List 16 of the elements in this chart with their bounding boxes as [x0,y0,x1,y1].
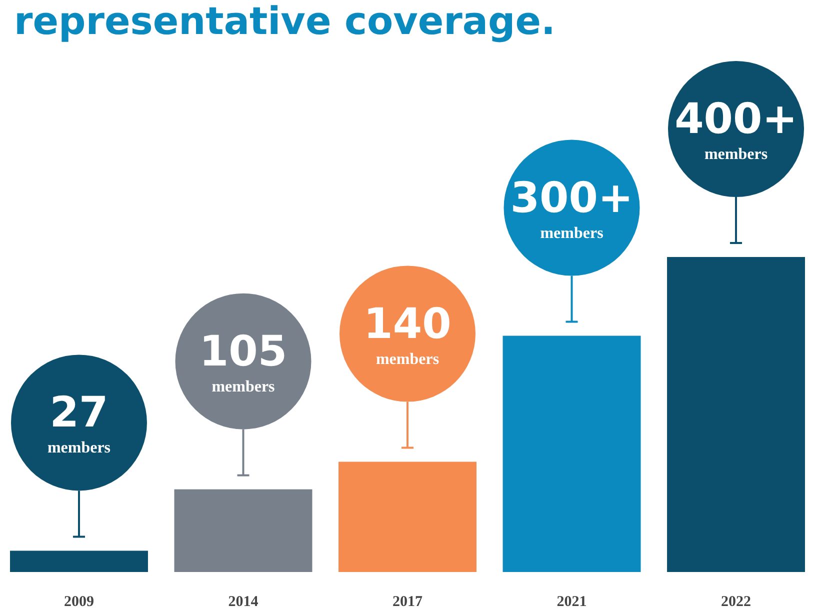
data-label: 27 members [47,388,111,457]
chart-title: representative coverage. [14,0,556,43]
bar [502,336,641,572]
data-label: 140 members [364,298,452,368]
bar [174,489,312,572]
bar [667,257,805,572]
bar [10,550,148,572]
x-tick-label: 2014 [228,594,259,609]
x-tick-label: 2017 [392,594,423,609]
x-tick-label: 2021 [556,594,587,609]
data-label: 400+ members [674,94,798,163]
x-tick-label: 2022 [721,594,752,609]
data-label: 300+ members [510,172,634,242]
x-tick-label: 2009 [64,594,94,609]
data-label: 105 members [199,326,288,396]
bar [338,462,476,572]
